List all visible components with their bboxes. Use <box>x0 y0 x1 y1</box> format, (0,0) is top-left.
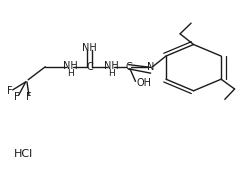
Text: C: C <box>86 62 93 72</box>
Text: H: H <box>108 69 115 78</box>
Text: F: F <box>7 86 12 96</box>
Text: NH: NH <box>82 43 97 53</box>
Text: F: F <box>26 92 32 102</box>
Text: F: F <box>14 92 20 102</box>
Text: C: C <box>125 62 132 72</box>
Text: NH: NH <box>104 61 119 71</box>
Text: H: H <box>67 69 74 78</box>
Text: OH: OH <box>137 78 152 88</box>
Text: NH: NH <box>63 61 77 71</box>
Text: N: N <box>147 62 154 72</box>
Text: HCl: HCl <box>14 149 33 159</box>
